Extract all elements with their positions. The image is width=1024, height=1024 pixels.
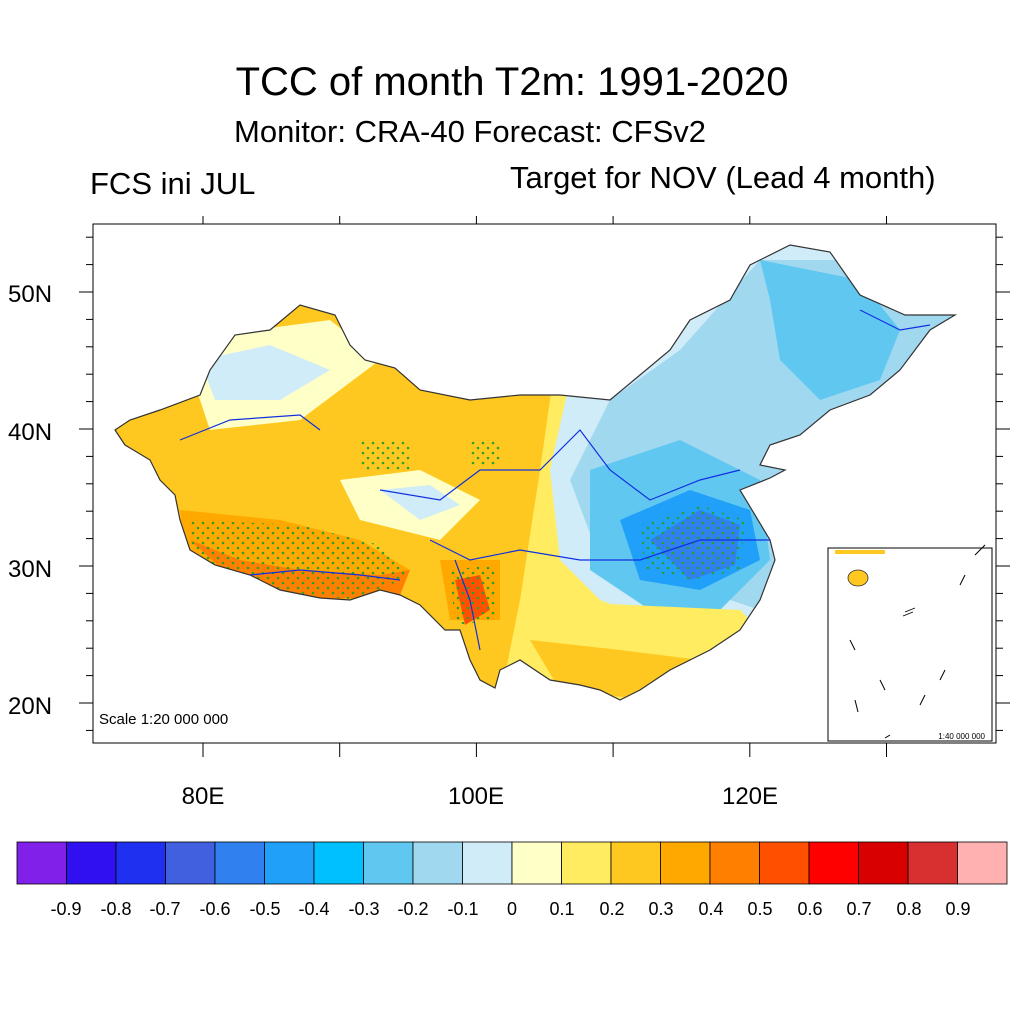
cb-label: 0.1: [549, 899, 574, 919]
lat-label-20n: 20N: [8, 693, 52, 720]
cb-label: 0.6: [797, 899, 822, 919]
cb-label: -0.7: [149, 899, 180, 919]
colorbar-swatch: [957, 841, 1008, 885]
colorbar-swatch: [363, 841, 414, 885]
lat-label-40n: 40N: [8, 419, 52, 446]
colorbar-swatch: [264, 841, 315, 885]
colorbar-swatch: [214, 841, 265, 885]
colorbar-swatch: [610, 841, 661, 885]
colorbar-swatch: [313, 841, 364, 885]
scale-text: Scale 1:20 000 000: [99, 711, 228, 728]
cb-label: -0.9: [50, 899, 81, 919]
lat-labels: 50N 40N 30N 20N: [8, 281, 52, 720]
colorbar-swatch: [66, 841, 117, 885]
colorbar-swatch: [808, 841, 859, 885]
cb-label: 0: [507, 899, 517, 919]
cb-label: 0.8: [896, 899, 921, 919]
cb-label: -0.4: [298, 899, 329, 919]
colorbar-swatch: [115, 841, 166, 885]
cb-label: 0.2: [599, 899, 624, 919]
lon-label-120e: 120E: [722, 783, 778, 810]
cb-label: 0.4: [698, 899, 723, 919]
colorbar-swatch: [511, 841, 562, 885]
colorbar-swatch: [907, 841, 958, 885]
cb-label: 0.7: [846, 899, 871, 919]
axes: [79, 216, 1010, 757]
colorbar-swatch: [561, 841, 612, 885]
colorbar-swatch: [660, 841, 711, 885]
colorbar-swatch: [16, 841, 67, 885]
lon-labels: 80E 100E 120E: [182, 783, 778, 810]
lat-label-30n: 30N: [8, 556, 52, 583]
cb-label: -0.3: [348, 899, 379, 919]
colorbar-labels: -0.9 -0.8 -0.7 -0.6 -0.5 -0.4 -0.3 -0.2 …: [50, 899, 970, 919]
cb-label: 0.9: [945, 899, 970, 919]
colorbar-swatch: [709, 841, 760, 885]
colorbar-swatch: [165, 841, 216, 885]
lon-label-100e: 100E: [448, 783, 504, 810]
colorbar-swatch: [412, 841, 463, 885]
colorbar: [16, 841, 1008, 885]
cb-label: 0.5: [747, 899, 772, 919]
init-label: FCS ini JUL: [90, 166, 256, 201]
cb-label: -0.5: [249, 899, 280, 919]
cb-label: -0.8: [100, 899, 131, 919]
chart-subtitle: Monitor: CRA-40 Forecast: CFSv2: [234, 114, 707, 149]
lat-label-50n: 50N: [8, 281, 52, 308]
cb-label: -0.1: [447, 899, 478, 919]
rivers: [179, 309, 931, 651]
inset-map: 1:40 000 000: [827, 544, 993, 742]
colorbar-swatch: [858, 841, 909, 885]
colorbar-swatch: [759, 841, 810, 885]
chart-title: TCC of month T2m: 1991-2020: [235, 60, 789, 104]
cb-label: -0.2: [397, 899, 428, 919]
target-label: Target for NOV (Lead 4 month): [510, 160, 936, 195]
cb-label: 0.3: [648, 899, 673, 919]
lon-label-80e: 80E: [182, 783, 225, 810]
colorbar-swatch: [462, 841, 513, 885]
inset-scale-text: 1:40 000 000: [938, 732, 985, 741]
cb-label: -0.6: [199, 899, 230, 919]
